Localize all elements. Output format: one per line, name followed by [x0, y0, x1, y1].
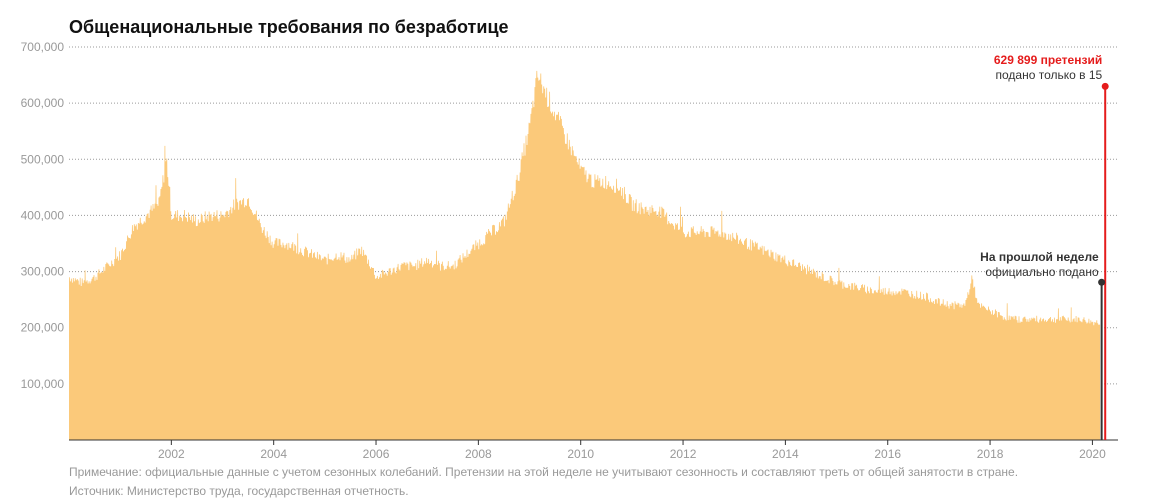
annotation-title-peak: 629 899 претензий: [994, 53, 1102, 67]
x-tick-label: 2014: [772, 447, 799, 461]
annotation-dot-last-week: [1098, 278, 1106, 286]
y-tick-label: 400,000: [21, 208, 65, 222]
y-tick-label: 300,000: [21, 265, 65, 279]
x-tick-label: 2002: [158, 447, 185, 461]
y-tick-label: 600,000: [21, 96, 65, 110]
annotation-subtitle-peak: подано только в 15: [996, 68, 1103, 82]
footnote: Примечание: официальные данные с учетом …: [69, 465, 1019, 479]
annotation-dot-peak: [1101, 82, 1109, 90]
x-tick-label: 2020: [1079, 447, 1106, 461]
area-layer: [69, 70, 1101, 441]
y-tick-label: 500,000: [21, 152, 65, 166]
y-tick-label: 200,000: [21, 321, 65, 335]
annotation-subtitle-last-week: официально подано: [985, 265, 1099, 279]
series-area: [69, 70, 1101, 441]
x-tick-label: 2006: [363, 447, 390, 461]
x-tick-label: 2018: [977, 447, 1004, 461]
chart-title: Общенациональные требования по безработи…: [69, 17, 509, 37]
y-tick-label: 100,000: [21, 377, 65, 391]
x-tick-label: 2010: [567, 447, 594, 461]
x-tick-label: 2004: [260, 447, 287, 461]
y-tick-label: 700,000: [21, 40, 65, 54]
annotation-title-last-week: На прошлой неделе: [980, 250, 1099, 264]
source-note: Источник: Министерство труда, государств…: [69, 484, 409, 498]
x-tick-label: 2016: [874, 447, 901, 461]
axis-layer: 100,000 200,000 300,000 400,000 500,000 600,0…: [21, 40, 1118, 461]
x-tick-label: 2008: [465, 447, 492, 461]
x-tick-label: 2012: [670, 447, 697, 461]
